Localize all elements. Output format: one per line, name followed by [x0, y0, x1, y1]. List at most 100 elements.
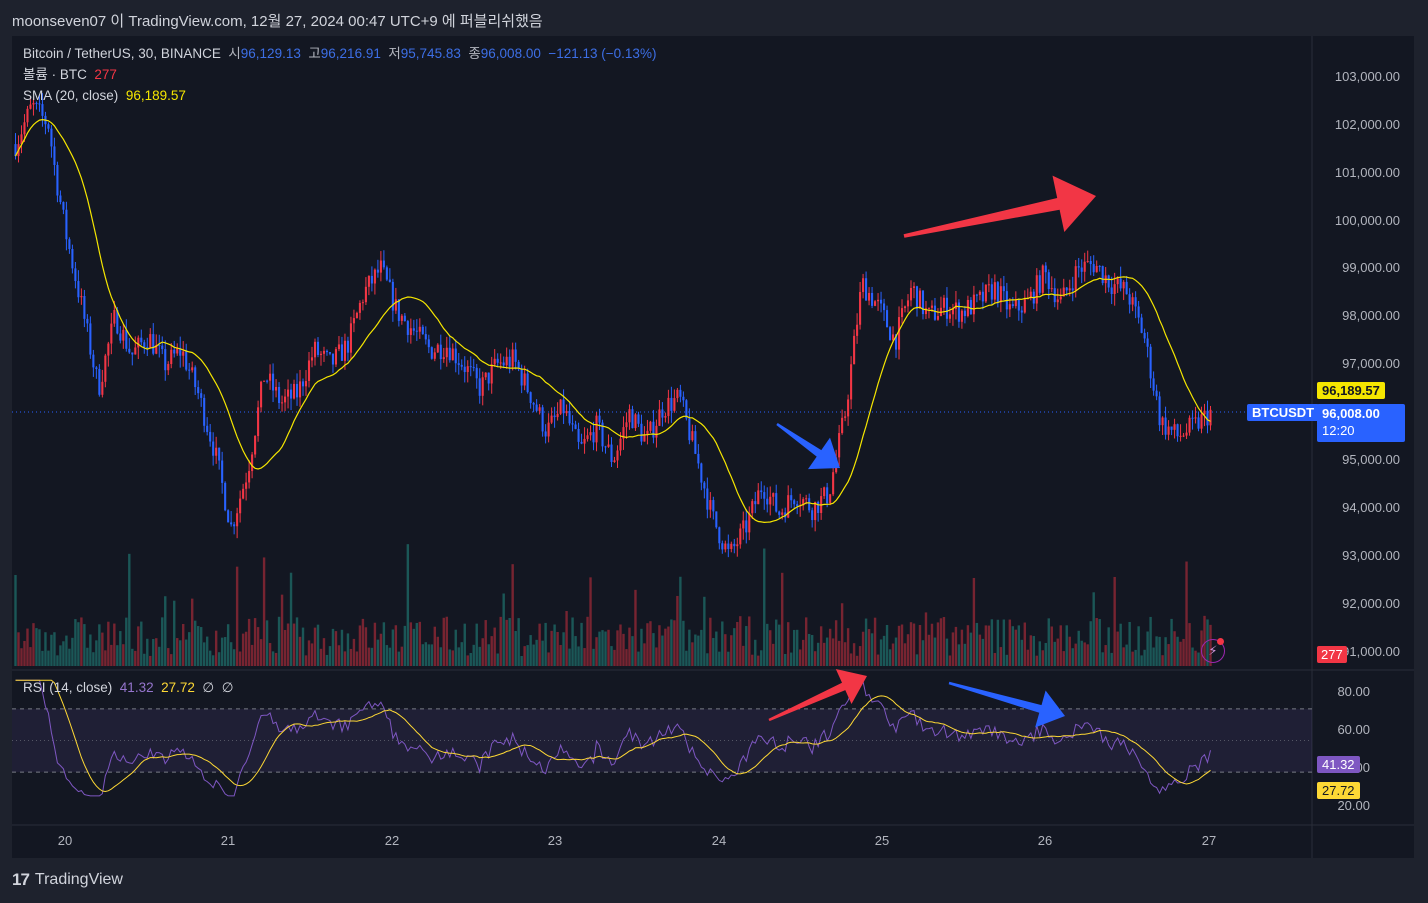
volume-bar: [352, 638, 356, 666]
candle-body: [924, 308, 928, 315]
candle-body: [304, 381, 308, 387]
volume-bar: [1137, 626, 1140, 666]
candle-body: [191, 367, 194, 371]
volume-bar: [208, 650, 212, 666]
candle-body: [775, 493, 778, 512]
volume-bar: [697, 635, 700, 666]
candle-body: [987, 284, 990, 286]
candle-body: [185, 351, 188, 370]
volume-bar: [1155, 636, 1158, 666]
volume-bar: [1167, 644, 1170, 666]
candle-body: [289, 389, 293, 399]
volume-bar: [226, 624, 230, 666]
volume-bar: [685, 650, 688, 666]
volume-bar: [1017, 625, 1021, 666]
volume-bar: [921, 640, 925, 666]
volume-bar: [1197, 652, 1200, 666]
candle-body: [1086, 260, 1089, 262]
candle-body: [164, 349, 167, 371]
candle-body: [676, 389, 679, 399]
candle-body: [832, 472, 835, 495]
volume-bar: [17, 632, 20, 666]
candle-body: [421, 326, 424, 335]
candle-body: [236, 513, 239, 527]
candle-body: [173, 349, 176, 354]
candle-body: [1116, 278, 1119, 285]
candle-body: [844, 416, 847, 418]
candle-body: [1134, 297, 1137, 307]
volume-bar: [520, 655, 523, 666]
chart-canvas[interactable]: [12, 36, 1414, 858]
volume-bar: [232, 649, 236, 666]
volume-bar: [451, 650, 454, 666]
volume-bar: [858, 646, 862, 666]
volume-bar: [223, 637, 227, 666]
candle-body: [736, 544, 739, 547]
candle-body: [14, 144, 17, 157]
chart-frame[interactable]: Bitcoin / TetherUS, 30, BINANCE 시96,129.…: [12, 36, 1414, 858]
candle-body: [613, 460, 616, 462]
volume-bar: [933, 637, 937, 666]
volume-bar: [53, 632, 56, 666]
volume-bar: [415, 622, 419, 666]
volume-bar: [80, 617, 83, 666]
symbol-tag[interactable]: BTCUSDT: [1247, 404, 1320, 421]
candle-body: [781, 512, 784, 515]
candle-body: [1122, 281, 1125, 289]
volume-bar: [909, 622, 913, 666]
volume-bar: [888, 649, 892, 666]
volume-bar: [625, 649, 628, 666]
candle-body: [766, 498, 769, 505]
volume-bar: [553, 624, 556, 666]
volume-bar: [370, 647, 374, 666]
footer: 17 TradingView: [0, 858, 1428, 903]
candle-body: [20, 134, 23, 145]
candle-body: [640, 423, 643, 442]
candle-body: [796, 504, 799, 507]
volume-bar: [825, 637, 829, 666]
volume-bar: [915, 654, 919, 666]
candle-body: [343, 340, 346, 361]
volume-bar: [1185, 561, 1188, 666]
close-value: 96,008.00: [480, 46, 541, 61]
candle-body: [361, 302, 364, 304]
candle-body: [856, 324, 859, 336]
volume-bar: [196, 626, 200, 666]
candle-body: [32, 102, 35, 105]
symbol-name[interactable]: Bitcoin / TetherUS, 30, BINANCE: [23, 46, 221, 61]
volume-bar: [1065, 625, 1068, 666]
volume-bar: [867, 629, 871, 666]
volume-bar: [457, 647, 460, 666]
volume-legend[interactable]: 볼륨 · BTC 277: [23, 64, 656, 85]
candle-body: [984, 284, 987, 302]
rsi-legend[interactable]: RSI (14, close) 41.32 27.72 ∅ ∅: [23, 677, 233, 698]
candle-body: [89, 323, 92, 355]
volume-bar: [1128, 621, 1131, 666]
candle-body: [742, 520, 745, 529]
volume-bar: [1032, 636, 1035, 666]
volume-bar: [1158, 636, 1161, 666]
candle-body: [388, 279, 391, 282]
candle-body: [954, 302, 957, 309]
flash-button[interactable]: ⚡: [1201, 639, 1225, 663]
volume-bar: [107, 621, 110, 666]
candle-body: [152, 334, 155, 354]
candle-body: [745, 520, 748, 533]
volume-bar: [1107, 627, 1110, 666]
candle-body: [814, 501, 817, 521]
candle-body: [23, 122, 26, 135]
sma-legend[interactable]: SMA (20, close) 96,189.57: [23, 85, 656, 106]
candle-body: [1188, 417, 1191, 433]
candle-body: [694, 431, 697, 454]
candle-body: [167, 364, 170, 371]
volume-bar: [870, 633, 874, 666]
volume-bar: [95, 640, 98, 666]
candle-body: [625, 422, 628, 428]
candle-body: [601, 422, 604, 447]
candle-body: [230, 522, 233, 525]
volume-bar: [1011, 626, 1015, 666]
volume-bar: [1182, 638, 1185, 666]
volume-bar: [113, 623, 116, 666]
volume-bar: [592, 648, 595, 666]
tradingview-logo[interactable]: 17 TradingView: [12, 870, 123, 890]
